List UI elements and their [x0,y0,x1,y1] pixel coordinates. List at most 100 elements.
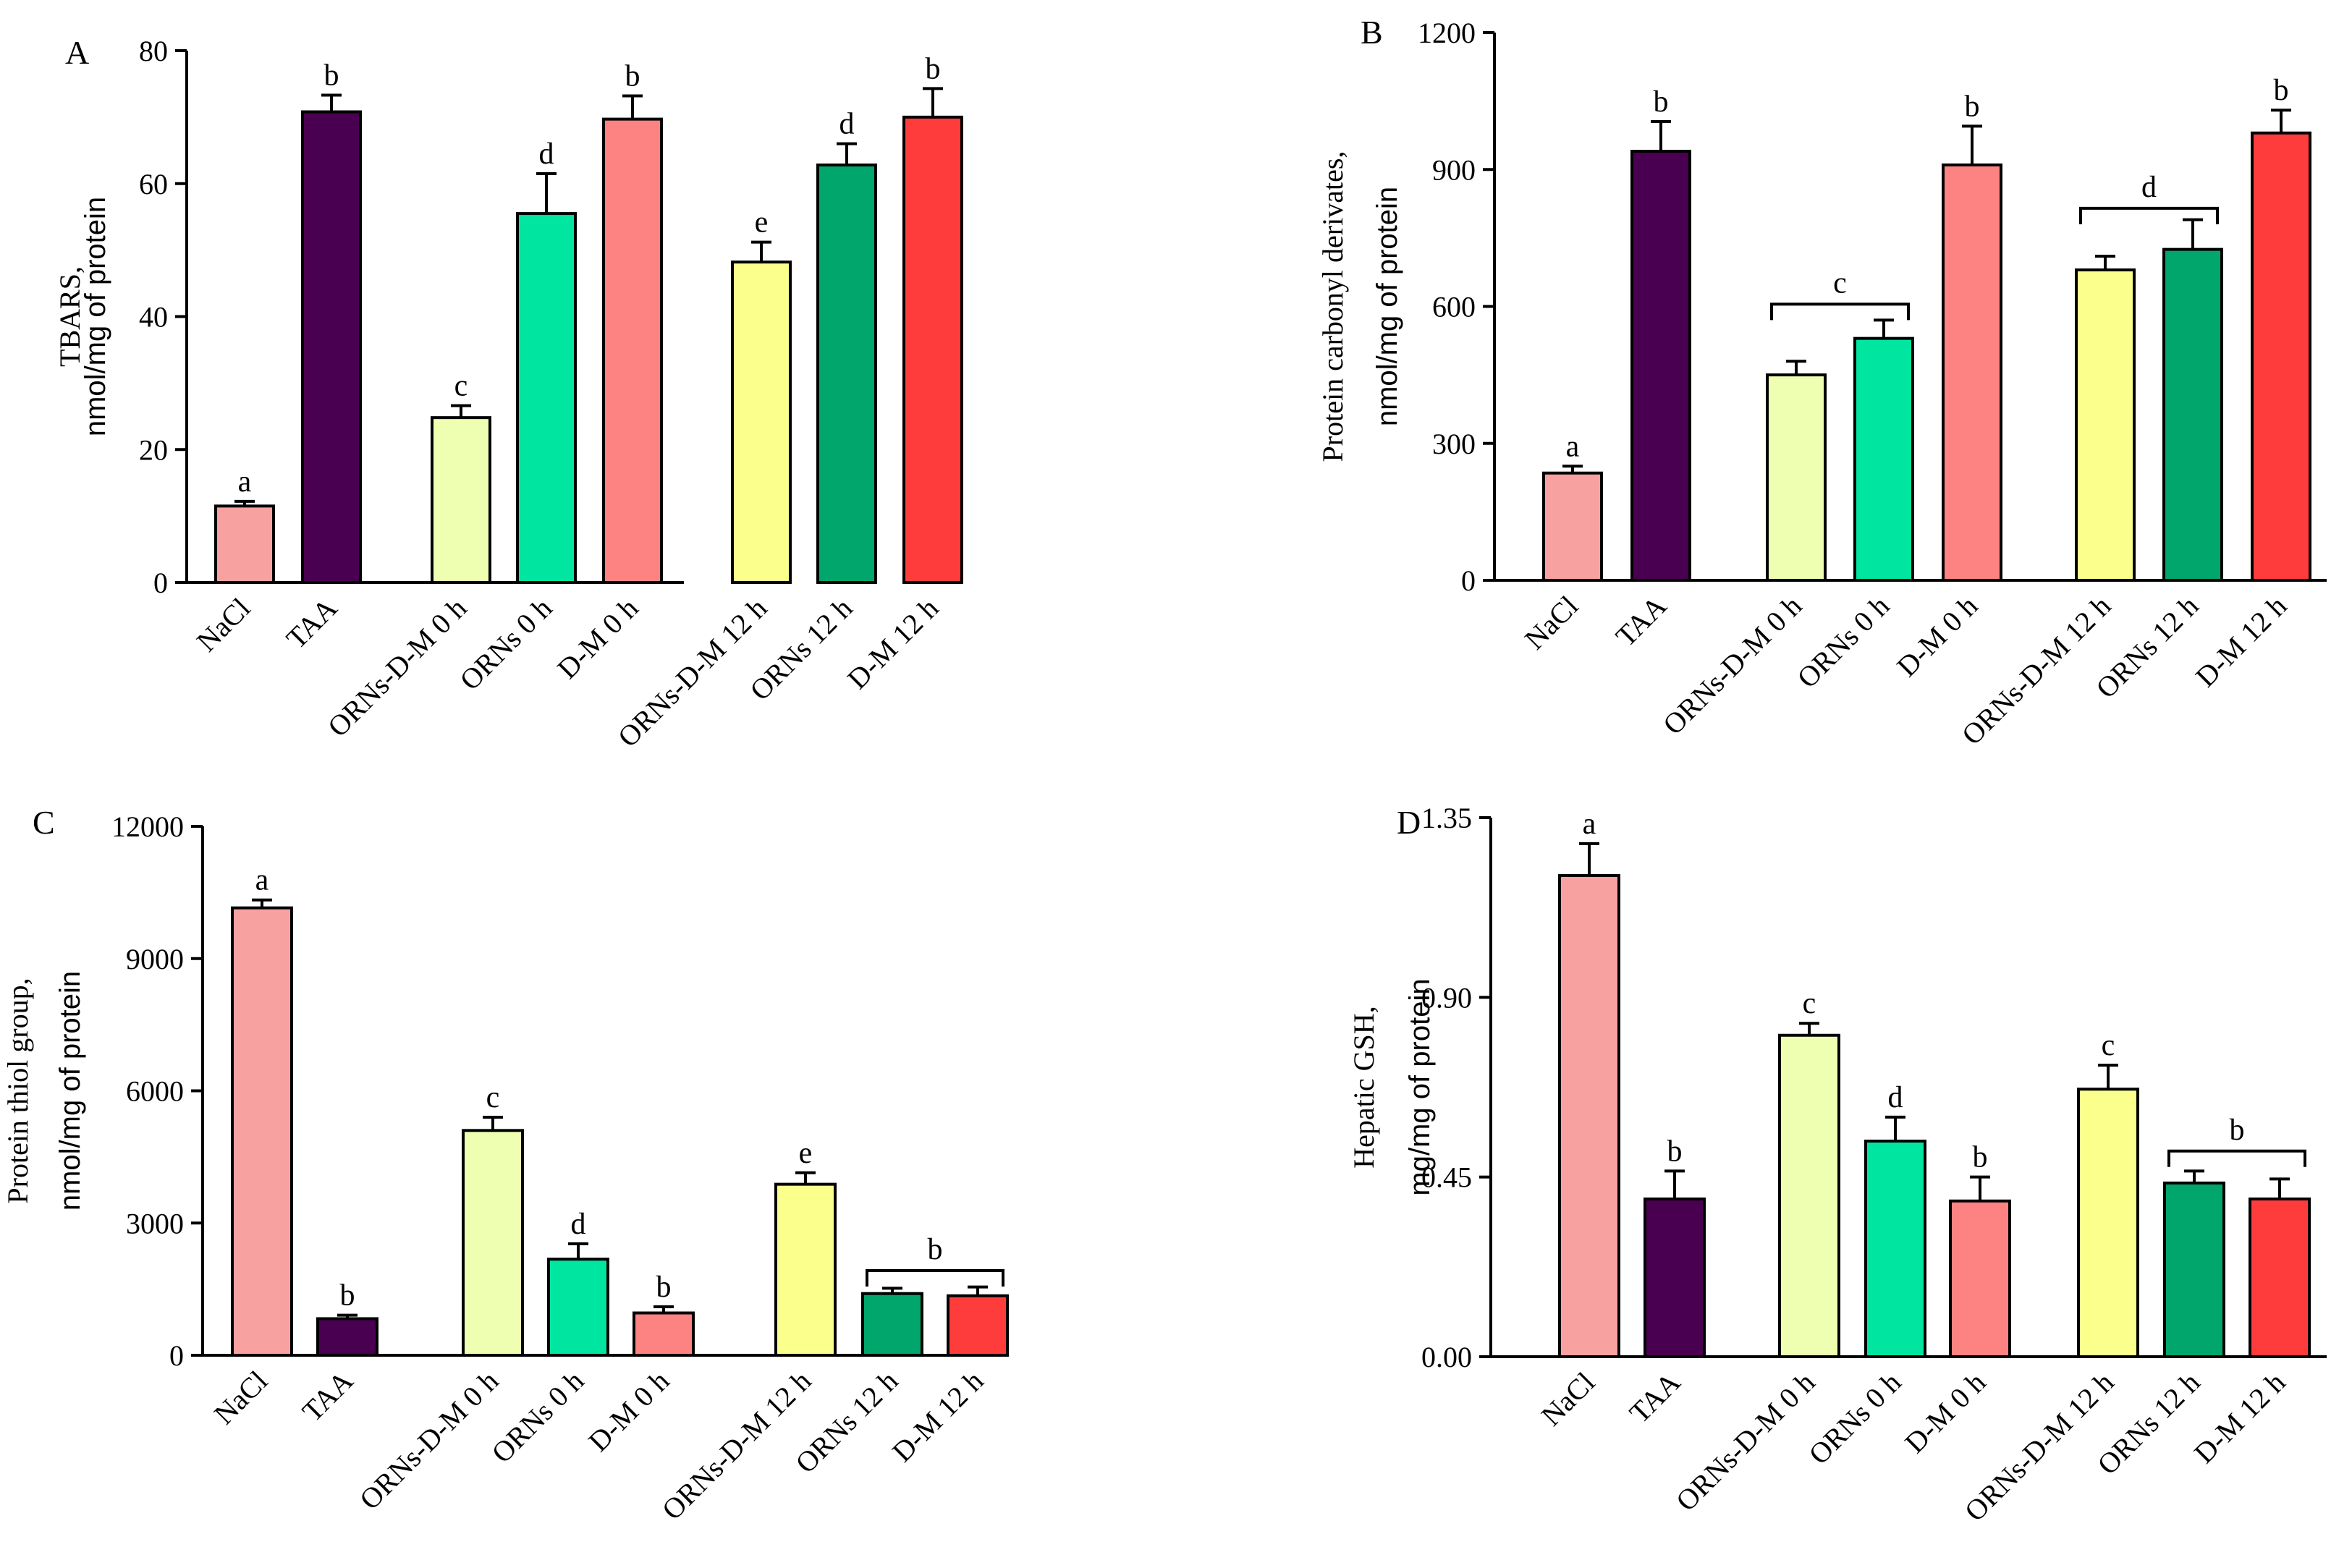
bar-2 [1766,373,1827,582]
significance-bracket [866,1269,1004,1287]
y-tick-label: 80 [139,35,168,67]
significance-letter: b [1973,1141,1988,1174]
significance-letter: d [839,108,855,141]
significance-letter: d [571,1208,586,1241]
bracket-letter: c [1833,266,1847,300]
significance-letter: a [255,864,269,897]
x-tick-label: D-M 0 h [582,1365,675,1458]
bar-7 [2249,1198,2311,1359]
y-tick-label: 600 [1432,291,1476,323]
x-tick-label: D-M 12 h [886,1365,989,1468]
x-tick-label: NaCl [1535,1366,1602,1433]
chart-panel-D: D Hepatic GSH, mg/mg of protein 0.00 0.45 0.9… [1348,802,2327,1527]
significance-letter: b [1965,90,1980,123]
x-tick-label: TAA [296,1364,360,1428]
x-tick-label: D-M 12 h [2188,1366,2291,1470]
y-tick-label: 0.45 [1421,1161,1472,1194]
x-tick-label: NaCl [208,1365,274,1431]
y-tick-label: 0.90 [1421,981,1472,1014]
significance-letter: a [238,465,252,499]
y-tick-label: 900 [1432,153,1476,186]
x-tick-label: ORNs 0 h [485,1365,590,1470]
x-tick-label: ORNs-D-M 0 h [1670,1366,1821,1517]
x-tick-label: D-M 12 h [841,592,944,695]
panel-label: C [33,804,55,841]
bar-3 [547,1258,609,1357]
panel-label: A [65,34,89,71]
significance-letter: c [486,1081,500,1114]
bar-7 [947,1294,1009,1357]
y-tick-label: 12000 [111,810,184,843]
x-tick-label: TAA [1609,589,1673,653]
significance-letter: d [539,137,554,171]
significance-bracket [1770,302,1910,321]
chart-panel-C: C Protein thiol group, nmol/mg of protein 0… [1,804,1009,1527]
x-tick-label: TAA [280,591,344,655]
significance-letter: c [2102,1029,2115,1062]
y-tick-label: 300 [1432,428,1476,460]
bar-1 [301,110,362,584]
significance-letter: d [1888,1081,1903,1114]
panel-label: B [1361,14,1383,51]
bar-6 [2163,1181,2225,1359]
significance-letter: b [656,1271,672,1304]
x-tick-label: ORNs-D-M 12 h [656,1365,818,1527]
bar-2 [1778,1033,1840,1359]
bracket-letter: b [928,1233,943,1266]
bar-3 [1853,336,1914,582]
y-tick-label: 3000 [126,1207,184,1239]
y-axis-title: Protein thiol group, [1,978,34,1203]
y-tick-label: 20 [139,433,168,466]
y-tick-label: 40 [139,301,168,334]
bar-0 [1558,874,1620,1359]
y-axis-title: TBARS, [54,266,86,367]
y-axis-title: Protein carbonyl derivates, [1316,151,1349,462]
x-tick-label: ORNs 0 h [1802,1366,1907,1471]
bar-2 [462,1129,524,1357]
x-tick-label: ORNs-D-M 0 h [321,592,473,743]
significance-letter: a [1566,430,1580,463]
bar-1 [1630,150,1691,582]
x-tick-label: D-M 0 h [1898,1366,1992,1459]
bar-3 [1864,1140,1926,1358]
significance-letter: a [1583,808,1596,841]
x-tick-label: ORNs 0 h [453,592,558,697]
y-tick-label: 9000 [126,943,184,975]
significance-letter: e [799,1137,813,1170]
significance-bracket [2079,206,2219,224]
bar-0 [231,906,293,1357]
x-tick-label: D-M 0 h [551,592,644,685]
y-axis-title: Hepatic GSH, [1348,1006,1380,1168]
bar-4 [633,1311,695,1357]
y-tick-label: 0.00 [1421,1341,1472,1373]
y-tick-label: 1.35 [1421,802,1472,834]
x-tick-label: ORNs 0 h [1790,590,1895,695]
bar-6 [2162,247,2223,582]
significance-letter: b [324,59,339,93]
significance-letter: b [340,1279,355,1313]
panel-label: D [1397,804,1421,841]
bar-1 [316,1317,378,1357]
bracket-letter: d [2141,171,2157,204]
bar-7 [902,115,963,584]
significance-letter: c [1803,987,1816,1020]
x-tick-label: ORNs-D-M 0 h [353,1365,504,1516]
y-axis-unit: nmol/mg of protein [54,971,86,1211]
y-tick-label: 6000 [126,1075,184,1108]
chart-panel-B: B Protein carbonyl derivates, nmol/mg of p… [1316,14,2327,751]
chart-panel-A: A TBARS,nmol/mg of protein 0 20 40 60 80 a NaCl b… [54,34,963,753]
y-axis-unit: nmol/mg of protein [80,197,111,436]
significance-bracket [2167,1149,2306,1167]
bar-6 [816,164,877,584]
significance-letter: b [1667,1135,1683,1168]
y-tick-label: 0 [169,1339,184,1372]
y-axis-unit: nmol/mg of protein [1371,187,1403,426]
significance-letter: b [625,59,640,93]
x-tick-label: NaCl [190,592,257,658]
bracket-letter: b [2230,1114,2245,1147]
bar-4 [1942,163,2002,582]
bar-6 [861,1292,923,1357]
y-axis-unit: mg/mg of protein [1404,978,1436,1195]
bar-5 [2077,1088,2139,1359]
